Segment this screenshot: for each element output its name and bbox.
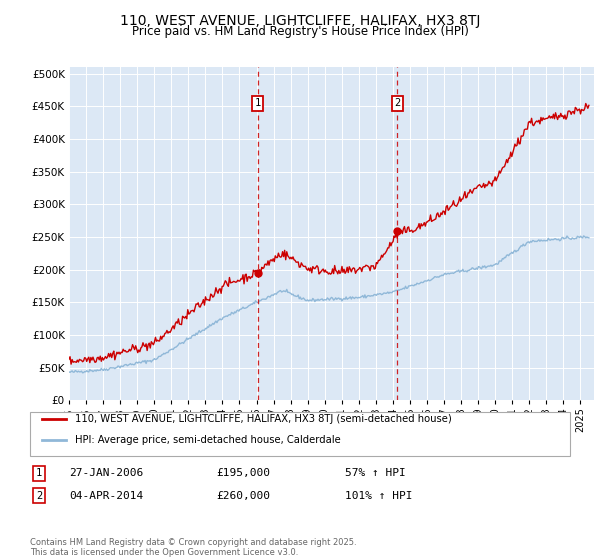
- Text: 04-APR-2014: 04-APR-2014: [69, 491, 143, 501]
- Text: 57% ↑ HPI: 57% ↑ HPI: [345, 468, 406, 478]
- Text: 2: 2: [394, 98, 401, 108]
- Text: 27-JAN-2006: 27-JAN-2006: [69, 468, 143, 478]
- Text: 1: 1: [36, 468, 42, 478]
- Text: Contains HM Land Registry data © Crown copyright and database right 2025.
This d: Contains HM Land Registry data © Crown c…: [30, 538, 356, 557]
- Text: 101% ↑ HPI: 101% ↑ HPI: [345, 491, 413, 501]
- Text: HPI: Average price, semi-detached house, Calderdale: HPI: Average price, semi-detached house,…: [75, 435, 341, 445]
- Text: 110, WEST AVENUE, LIGHTCLIFFE, HALIFAX, HX3 8TJ (semi-detached house): 110, WEST AVENUE, LIGHTCLIFFE, HALIFAX, …: [75, 414, 452, 424]
- Text: 1: 1: [254, 98, 261, 108]
- Text: 110, WEST AVENUE, LIGHTCLIFFE, HALIFAX, HX3 8TJ: 110, WEST AVENUE, LIGHTCLIFFE, HALIFAX, …: [120, 14, 480, 28]
- Text: 2: 2: [36, 491, 42, 501]
- Text: Price paid vs. HM Land Registry's House Price Index (HPI): Price paid vs. HM Land Registry's House …: [131, 25, 469, 38]
- Text: £195,000: £195,000: [216, 468, 270, 478]
- Text: £260,000: £260,000: [216, 491, 270, 501]
